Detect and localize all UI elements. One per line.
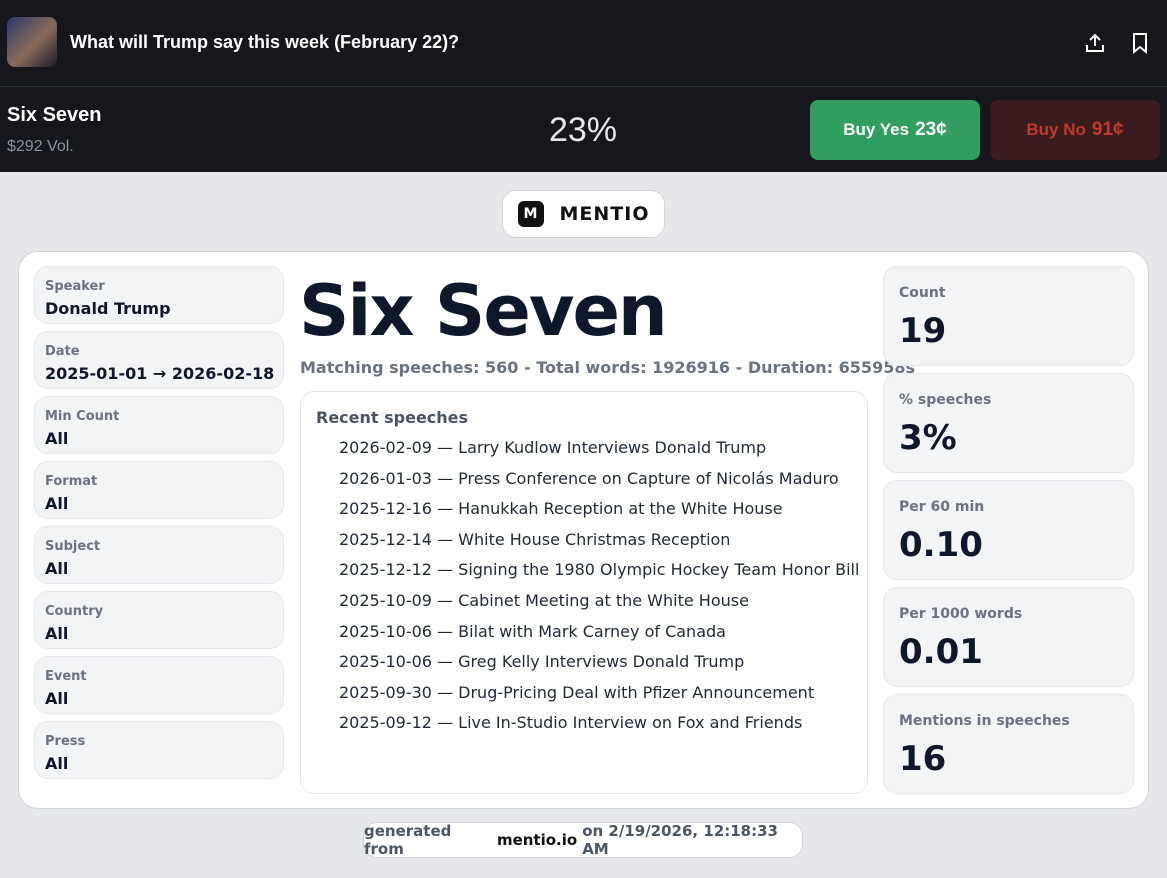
filter: Event All — [34, 656, 284, 714]
filter-value: All — [45, 689, 69, 708]
title: What will Trump say this week (February … — [70, 32, 460, 52]
speech-item: 2025-12-14 — White House Christmas Recep… — [339, 529, 731, 549]
filter-value: 2025-01-01 → 2026-02-18 — [45, 364, 275, 383]
filter: Speaker Donald Trump — [34, 266, 284, 324]
stat-label: Mentions in speeches — [899, 713, 1070, 729]
stat: Per 1000 words 0.01 — [883, 587, 1134, 687]
brand-pill: M MENTIO — [502, 190, 665, 238]
stat-label: Count — [899, 285, 946, 301]
filter-label: Min Count — [45, 409, 120, 424]
filter: Format All — [34, 461, 284, 519]
stat-label: Per 60 min — [899, 499, 985, 515]
filter: Date 2025-01-01 → 2026-02-18 — [34, 331, 284, 389]
speech-item: 2025-12-12 — Signing the 1980 Olympic Ho… — [339, 560, 860, 580]
stat-label: % speeches — [899, 392, 992, 408]
label: Buy Yes — [843, 120, 910, 139]
stat-value: 19 — [899, 311, 947, 351]
filter-label: Country — [45, 604, 104, 619]
footer-prefix: generated from — [364, 822, 452, 858]
market-name: Six Seven — [7, 104, 102, 126]
filter-label: Date — [45, 344, 80, 359]
filter: Country All — [34, 591, 284, 649]
bookmark-icon[interactable] — [1130, 32, 1150, 54]
avatar — [7, 17, 57, 67]
recent-title: Recent speeches — [316, 408, 469, 427]
speech-item: 2025-09-12 — Live In-Studio Interview on… — [339, 713, 803, 733]
summary: Matching speeches: 560 - Total words: 19… — [300, 358, 915, 377]
volume: $292 Vol. — [7, 138, 74, 155]
stat: % speeches 3% — [883, 373, 1134, 473]
filter-value: All — [45, 624, 69, 643]
footer: generated from mentio.io on 2/19/2026, 12:… — [363, 822, 803, 858]
probability: 23% — [548, 111, 618, 149]
stat: Mentions in speeches 16 — [883, 694, 1134, 794]
filter: Subject All — [34, 526, 284, 584]
stat: Count 19 — [883, 266, 1134, 366]
speech-item: 2025-10-06 — Bilat with Mark Carney of C… — [339, 621, 726, 641]
stat-value: 0.10 — [899, 525, 983, 565]
buy-yes-button[interactable]: Buy Yes 23¢ — [810, 100, 980, 160]
stat-value: 3% — [899, 418, 957, 458]
filter: Press All — [34, 721, 284, 779]
divider — [0, 86, 1167, 87]
speech-item: 2025-09-30 — Drug-Pricing Deal with Pfiz… — [339, 682, 815, 702]
speech-item: 2026-01-03 — Press Conference on Capture… — [339, 468, 839, 488]
speech-item: 2025-12-16 — Hanukkah Reception at the W… — [339, 499, 783, 519]
filter-value: All — [45, 754, 69, 773]
recent-box: Recent speeches 2026-02-09 — Larry Kudlo… — [300, 391, 868, 794]
footer-site[interactable]: mentio.io — [496, 831, 578, 849]
brand-icon: M — [517, 201, 544, 227]
filter-label: Speaker — [45, 279, 105, 294]
speech-item: 2026-02-09 — Larry Kudlow Interviews Don… — [339, 438, 767, 457]
stat-value: 0.01 — [899, 632, 983, 672]
speech-item: 2025-10-09 — Cabinet Meeting at the Whit… — [339, 591, 749, 610]
share-icon[interactable] — [1084, 32, 1106, 54]
stat-value: 16 — [899, 739, 947, 779]
stat-label: Per 1000 words — [899, 606, 1023, 622]
filter-label: Event — [45, 669, 87, 684]
stat: Per 60 min 0.10 — [883, 480, 1134, 580]
price: 91¢ — [1091, 119, 1124, 140]
filter-value: All — [45, 494, 69, 513]
filter-value: Donald Trump — [45, 299, 171, 318]
market-header: What will Trump say this week (February … — [0, 0, 1167, 172]
filter-value: All — [45, 559, 69, 578]
buy-no-button[interactable]: Buy No 91¢ — [990, 100, 1160, 160]
brand-name: MENTIO — [559, 203, 650, 225]
label: Buy No — [1026, 120, 1086, 139]
price: 23¢ — [915, 119, 947, 140]
phrase: Six Seven — [299, 270, 668, 352]
filter-label: Press — [45, 734, 86, 749]
main-card: Six Seven Matching speeches: 560 - Total… — [18, 251, 1149, 809]
filter-value: All — [45, 429, 69, 448]
filter: Min Count All — [34, 396, 284, 454]
footer-suffix: on 2/19/2026, 12:18:33 AM — [582, 822, 778, 858]
speech-item: 2025-10-06 — Greg Kelly Interviews Donal… — [339, 652, 745, 672]
filter-label: Subject — [45, 539, 101, 554]
filter-label: Format — [45, 474, 98, 489]
